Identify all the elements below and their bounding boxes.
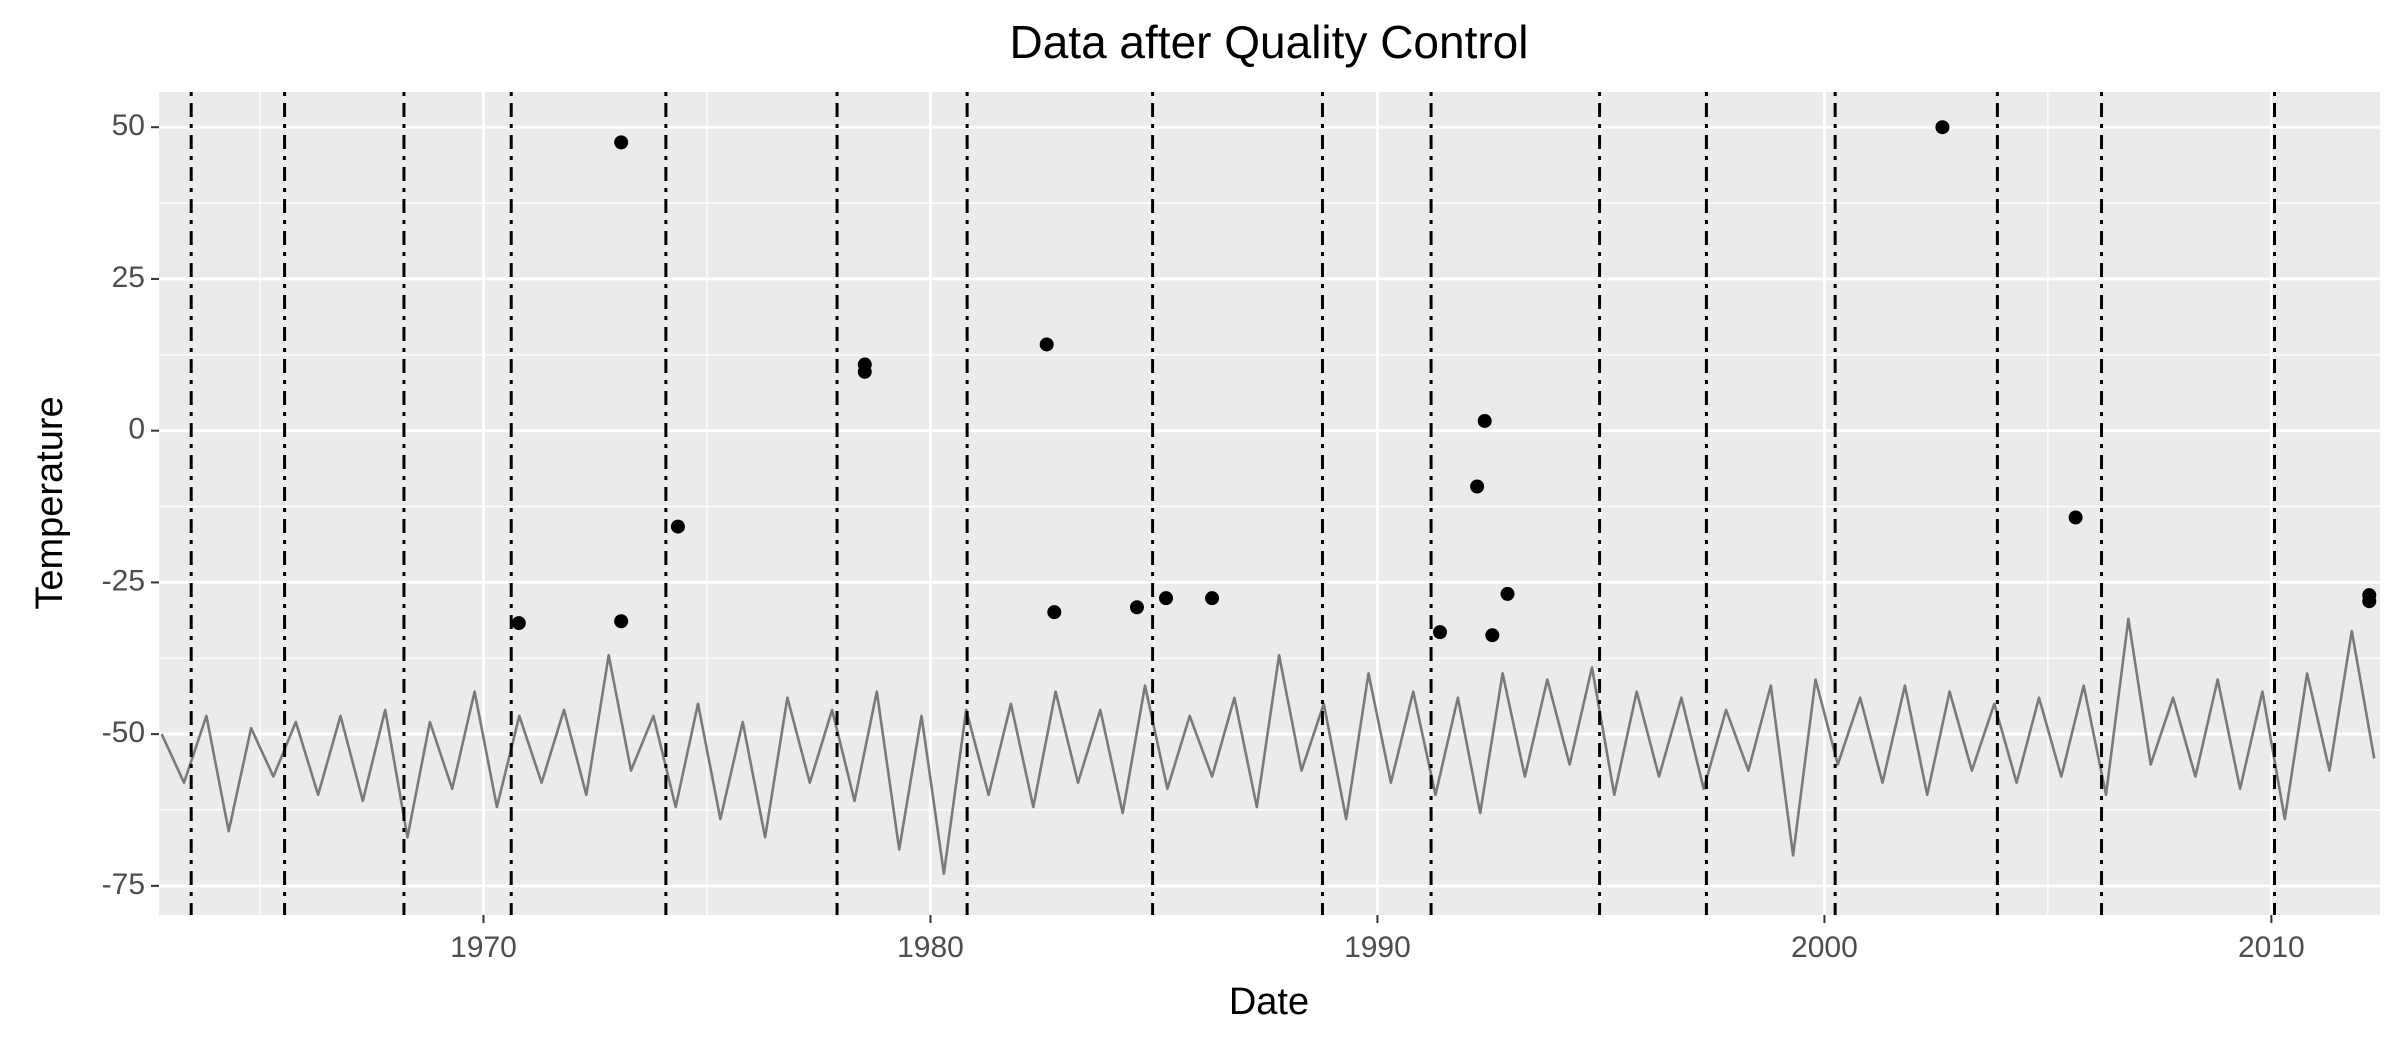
y-tick-label: 50 [112, 109, 145, 142]
outlier-point [2068, 510, 2083, 525]
plot-background [159, 92, 2380, 915]
x-tick-label: 1980 [897, 931, 964, 964]
temperature-line [160, 617, 2376, 876]
x-tick-label: 1990 [1344, 931, 1411, 964]
y-tick-label: 25 [112, 261, 145, 294]
x-tick-label: 2010 [2238, 931, 2305, 964]
x-axis-title: Date [1229, 981, 1309, 1023]
outlier-point [511, 616, 526, 631]
outlier-point [1477, 413, 1492, 428]
outlier-point [1935, 120, 1950, 135]
outlier-point [1470, 479, 1485, 494]
outlier-point [1433, 625, 1448, 640]
outlier-point [1159, 591, 1174, 606]
chart-title: Data after Quality Control [1009, 16, 1528, 68]
y-tick-label: -25 [102, 564, 145, 597]
y-tick-label: -50 [102, 716, 145, 749]
outlier-point [1485, 628, 1500, 643]
outlier-point [857, 364, 872, 379]
outlier-point [670, 519, 685, 534]
outlier-point [1500, 586, 1515, 601]
outlier-point [1047, 605, 1062, 620]
y-tick-label: -75 [102, 868, 145, 901]
outlier-point [2362, 594, 2377, 609]
y-axis-title: Temperature [29, 396, 71, 609]
outlier-point [1129, 600, 1144, 615]
y-tick-label: 0 [128, 413, 145, 446]
x-tick-label: 2000 [1791, 931, 1858, 964]
outlier-point [1039, 337, 1054, 352]
x-tick-label: 1970 [450, 931, 517, 964]
outlier-point [1205, 591, 1220, 606]
outlier-point [614, 614, 629, 629]
outlier-point [614, 135, 629, 150]
